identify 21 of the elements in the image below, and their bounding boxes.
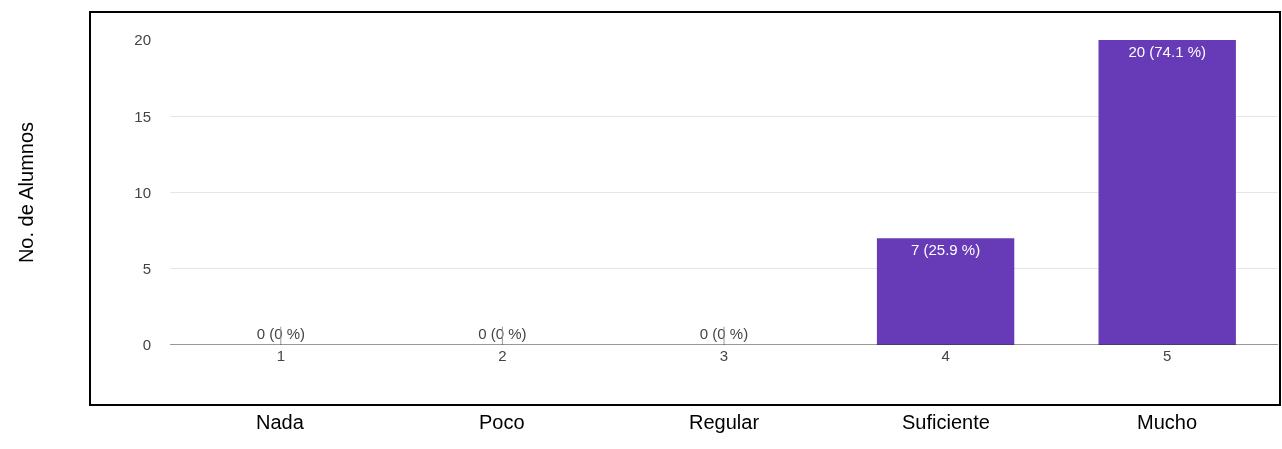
x-tick-label: 4 [941,347,950,364]
x-tick-label: 5 [1163,347,1172,364]
y-tick-label: 5 [142,260,151,277]
text: Poco [479,411,525,433]
text: Nada [256,411,305,433]
y-tick-label: 0 [142,336,151,354]
text: Suficiente [902,411,990,433]
data-label: 0 (0 %) [478,325,527,342]
x-tick-label: 3 [719,347,729,364]
data-label: 0 (0 %) [256,325,305,342]
text: Regular [689,411,760,433]
x-tick-label: 1 [276,347,285,364]
y-tick-label: 10 [134,183,151,201]
text: Mucho [1137,411,1198,433]
y-tick-label: 15 [134,107,151,125]
x-tick-label: 2 [498,347,507,364]
y-axis-title: No. de Alumnos [14,121,37,264]
data-label: 0 (0 %) [699,325,749,342]
data-label: 7 (25.9 %) [911,241,981,259]
y-tick-label: 20 [134,31,151,49]
data-label: 20 (74.1 %) [1128,43,1206,60]
